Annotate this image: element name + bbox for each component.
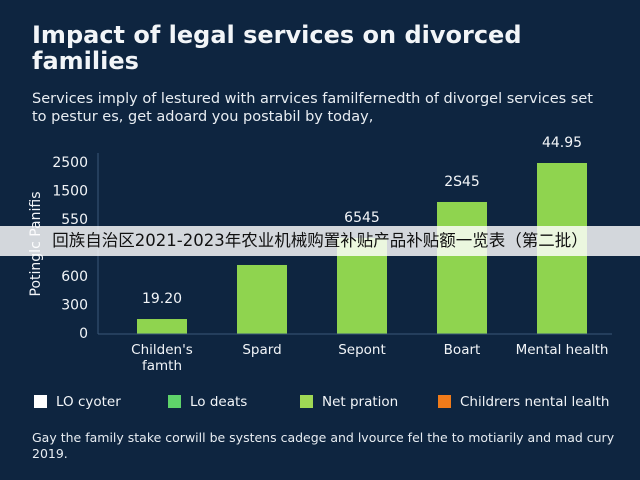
x-tick-label: Sepont xyxy=(338,342,386,358)
bar xyxy=(137,319,187,334)
y-tick-label: 1500 xyxy=(52,184,88,200)
value-label: 2S45 xyxy=(444,174,480,190)
bar xyxy=(237,264,287,334)
chart-subtitle: Services imply of lestured with arrvices… xyxy=(32,91,593,125)
chart-title: Impact of legal services on divorced fam… xyxy=(32,21,522,75)
value-label: 19.20 xyxy=(142,291,182,307)
legend-swatch xyxy=(168,395,181,408)
legend-label: Net pration xyxy=(322,394,398,410)
x-tick-label: Boart xyxy=(443,342,481,358)
y-tick-label: 2500 xyxy=(52,155,88,171)
y-tick-label: 600 xyxy=(61,269,88,285)
legend-label: Childrers nental lealth xyxy=(460,394,609,410)
value-label: 6545 xyxy=(344,210,380,226)
y-tick-label: 300 xyxy=(61,297,88,313)
x-tick-label: Childen's famth xyxy=(131,342,193,374)
bar xyxy=(437,201,487,334)
value-label: 44.95 xyxy=(542,135,582,151)
legend-label: Lo deats xyxy=(190,394,247,410)
legend-label: LO cyoter xyxy=(56,394,121,410)
y-tick-label: 550 xyxy=(61,212,88,228)
legend-swatch xyxy=(300,395,313,408)
x-tick-label: Spard xyxy=(242,342,282,358)
y-tick-label: 0 xyxy=(79,326,88,342)
watermark: 回族自治区2021-2023年农业机械购置补贴产品补贴额一览表（第二批） xyxy=(0,226,640,256)
legend-swatch xyxy=(438,395,451,408)
legend-swatch xyxy=(34,395,47,408)
footnote: Gay the family stake corwill be systens … xyxy=(32,430,615,461)
x-tick-label: Mental health xyxy=(515,342,609,358)
